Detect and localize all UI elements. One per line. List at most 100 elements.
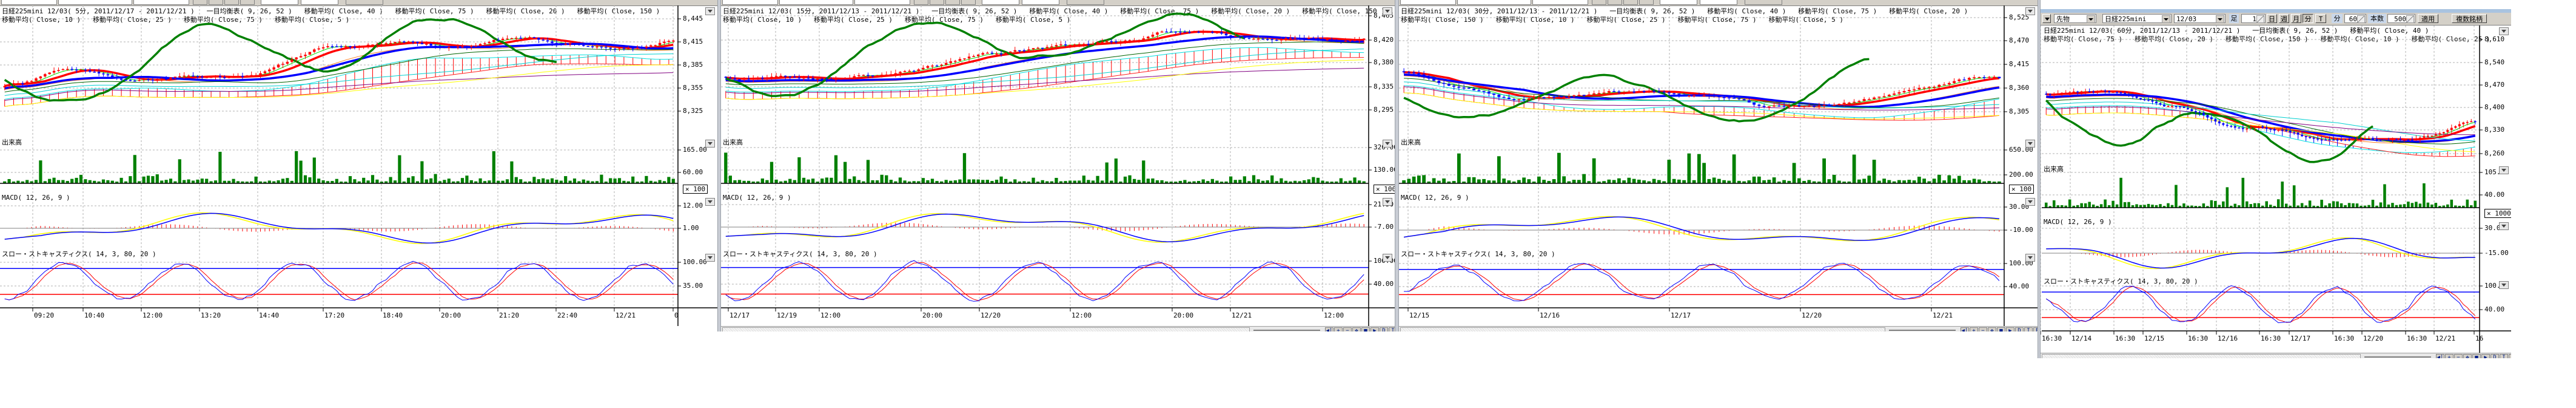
nav-button[interactable]: R [2033,327,2038,332]
toolbar-control-cropped[interactable] [930,0,944,5]
toolbar-control-cropped[interactable] [1457,0,1531,5]
minute-input[interactable]: 60 [2344,14,2366,23]
menu-button[interactable] [2042,14,2051,23]
nav-button[interactable]: + [1334,327,1343,332]
pane-menu-chevron-down-icon[interactable] [2025,7,2035,15]
pane-menu-chevron-down-icon[interactable] [705,254,715,262]
nav-button[interactable]: ✥ [1352,327,1361,332]
zoom-slider[interactable] [1253,330,1320,331]
toolbar-control-cropped[interactable] [240,0,255,5]
pane-menu-chevron-down-icon[interactable] [705,198,715,206]
toolbar-control-cropped[interactable] [261,0,298,5]
toolbar-control-cropped[interactable] [133,0,189,5]
nav-button[interactable]: + [2445,354,2454,358]
nav-button[interactable]: ◀| [2436,354,2444,358]
zoom-slider[interactable] [1889,330,1956,331]
toolbar-control-cropped[interactable] [193,0,207,5]
contract-select[interactable]: 12/03 [2174,14,2225,23]
toolbar-control-cropped[interactable] [722,0,778,5]
minute-button[interactable]: 分 [2303,14,2313,23]
nav-button[interactable]: − [1979,327,1987,332]
nav-button[interactable]: + [1970,327,1978,332]
toolbar-control-cropped[interactable] [58,0,132,5]
multi-symbol-button[interactable]: 複数銘柄 [2452,14,2487,23]
chart-canvas[interactable] [721,0,1395,332]
pane-menu-chevron-down-icon[interactable] [2499,281,2509,289]
toolbar-control-cropped[interactable] [224,0,239,5]
nav-button[interactable]: R [2509,354,2511,358]
nav-button[interactable]: − [2454,354,2463,358]
week-button[interactable]: 週 [2279,14,2289,23]
toolbar-control-cropped[interactable] [961,0,976,5]
toolbar-control-cropped[interactable] [1623,0,1638,5]
toolbar-control-cropped[interactable] [779,0,853,5]
horizontal-scrollbar[interactable] [722,327,1250,332]
pane-menu-chevron-down-icon[interactable] [2025,140,2035,148]
toolbar-control-cropped[interactable] [1067,0,1104,5]
toolbar-control-cropped[interactable] [1700,0,1737,5]
toolbar-control-cropped[interactable] [854,0,910,5]
zoom-slider[interactable] [2364,356,2431,358]
nav-button[interactable]: − [1343,327,1352,332]
toolbar-control-cropped[interactable] [1745,0,1782,5]
chevron-down-icon[interactable] [2087,15,2095,23]
day-button[interactable]: 日 [2267,14,2277,23]
nav-button[interactable]: ▶ [2481,354,2490,358]
pane-menu-chevron-down-icon[interactable] [2499,27,2509,35]
symbol-select[interactable]: 日経225mini [2102,14,2172,23]
pane-menu-chevron-down-icon[interactable] [2025,198,2035,206]
pane-menu-chevron-down-icon[interactable] [705,7,715,15]
toolbar-control-cropped[interactable] [914,0,928,5]
chevron-down-icon[interactable] [2216,15,2224,23]
spinner-icon[interactable] [2357,15,2365,23]
nav-button[interactable]: ■ [1997,327,2005,332]
tick-button[interactable]: T [2315,14,2326,23]
panel-splitter[interactable] [717,0,721,332]
count-input[interactable]: 500 [2387,14,2415,23]
toolbar-control-cropped[interactable] [1660,0,1697,5]
month-button[interactable]: 月 [2291,14,2301,23]
chart-canvas[interactable] [2041,0,2511,358]
pane-menu-chevron-down-icon[interactable] [2499,166,2509,174]
nav-button[interactable]: ✥ [1988,327,1996,332]
nav-button[interactable]: D [2015,327,2024,332]
panel-splitter[interactable] [1395,0,1399,332]
toolbar-control-cropped[interactable] [1639,0,1654,5]
pane-menu-chevron-down-icon[interactable] [2025,254,2035,262]
nav-button[interactable]: ✥ [2463,354,2472,358]
horizontal-scrollbar[interactable] [2042,354,2361,358]
toolbar-control-cropped[interactable] [346,0,383,5]
toolbar-control-cropped[interactable] [1532,0,1588,5]
nav-button[interactable]: I [1389,327,1395,332]
nav-button[interactable]: ◀| [1325,327,1333,332]
nav-button[interactable]: ■ [2472,354,2481,358]
spinner-icon[interactable] [2256,15,2264,23]
bar-count-input[interactable]: 1 [2241,14,2266,23]
toolbar-control-cropped[interactable] [209,0,223,5]
apply-button[interactable]: 適用 [2418,14,2438,23]
chart-canvas[interactable] [1399,0,2038,332]
horizontal-scrollbar[interactable] [1400,327,1885,332]
pane-menu-chevron-down-icon[interactable] [1383,254,1392,262]
panel-splitter[interactable] [2038,0,2041,358]
toolbar-control-cropped[interactable] [982,0,1019,5]
nav-button[interactable]: D [1380,327,1388,332]
toolbar-control-cropped[interactable] [1400,0,1456,5]
chevron-down-icon[interactable] [2162,15,2170,23]
nav-button[interactable]: ▶ [1370,327,1379,332]
market-select[interactable]: 先物 [2054,14,2096,23]
nav-button[interactable]: I [2024,327,2033,332]
spinner-icon[interactable] [2406,15,2414,23]
nav-button[interactable]: ▶ [2006,327,2014,332]
pane-menu-chevron-down-icon[interactable] [1383,140,1392,148]
pane-menu-chevron-down-icon[interactable] [2499,222,2509,230]
pane-menu-chevron-down-icon[interactable] [1383,7,1392,15]
pane-menu-chevron-down-icon[interactable] [1383,198,1392,206]
nav-button[interactable]: ■ [1361,327,1370,332]
nav-button[interactable]: D [2490,354,2499,358]
toolbar-control-cropped[interactable] [945,0,960,5]
nav-button[interactable]: I [2500,354,2508,358]
pane-menu-chevron-down-icon[interactable] [705,140,715,148]
toolbar-control-cropped[interactable] [1608,0,1622,5]
toolbar-control-cropped[interactable] [1592,0,1606,5]
